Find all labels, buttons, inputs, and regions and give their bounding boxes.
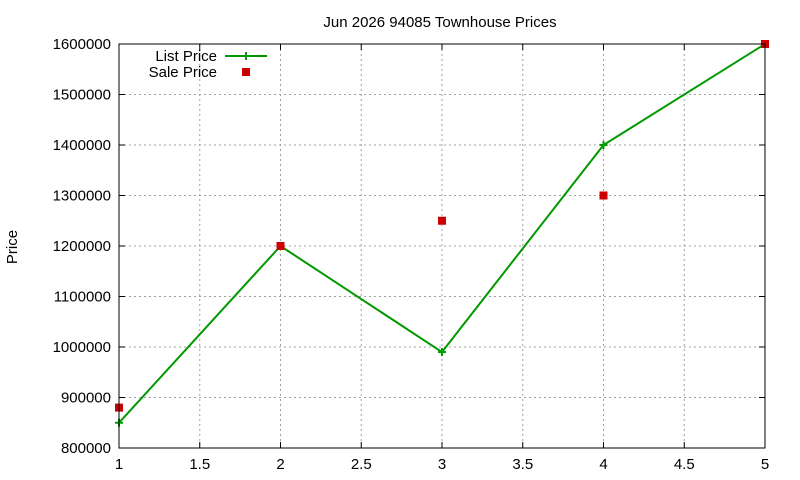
- chart-title: Jun 2026 94085 Townhouse Prices: [323, 14, 556, 31]
- y-tick-label: 900000: [61, 390, 111, 407]
- sale-price-point: [599, 191, 608, 200]
- list-price-point: [438, 348, 446, 357]
- y-tick-label: 1100000: [54, 289, 111, 306]
- y-tick-label: 1400000: [53, 137, 111, 154]
- legend-marker-list-price: [242, 52, 250, 60]
- list-price-point: [599, 141, 608, 149]
- y-tick-label: 1500000: [53, 87, 111, 104]
- x-tick-label: 2.5: [351, 456, 372, 473]
- tick-labels: 1 1.5 2 2.5 3 3.5 4 4.5 5 800000 900000 1000000 1100…: [53, 36, 770, 473]
- series-layer: [115, 40, 769, 427]
- x-tick-label: 1.5: [189, 456, 210, 473]
- y-tick-label: 1200000: [53, 238, 111, 255]
- x-tick-label: 4: [599, 456, 607, 473]
- y-tick-label: 800000: [61, 440, 111, 457]
- y-tick-label: 1300000: [53, 188, 111, 205]
- x-tick-label: 3.5: [512, 456, 533, 473]
- x-tick-label: 2: [276, 456, 284, 473]
- x-tick-label: 4.5: [674, 456, 695, 473]
- sale-price-point: [438, 216, 446, 225]
- y-tick-label: 1000000: [53, 339, 111, 356]
- x-tick-label: 5: [761, 456, 769, 473]
- x-tick-label: 3: [438, 456, 446, 473]
- legend-marker-sale-price: [242, 68, 250, 76]
- legend-label-sale-price: Sale Price: [149, 64, 217, 81]
- sale-price-point: [276, 242, 285, 250]
- y-tick-label: 1600000: [53, 36, 111, 53]
- y-axis-label: Price: [4, 230, 21, 264]
- x-tick-label: 1: [115, 456, 123, 473]
- legend-label-list-price: List Price: [155, 48, 217, 65]
- plot-frame: [118, 43, 766, 449]
